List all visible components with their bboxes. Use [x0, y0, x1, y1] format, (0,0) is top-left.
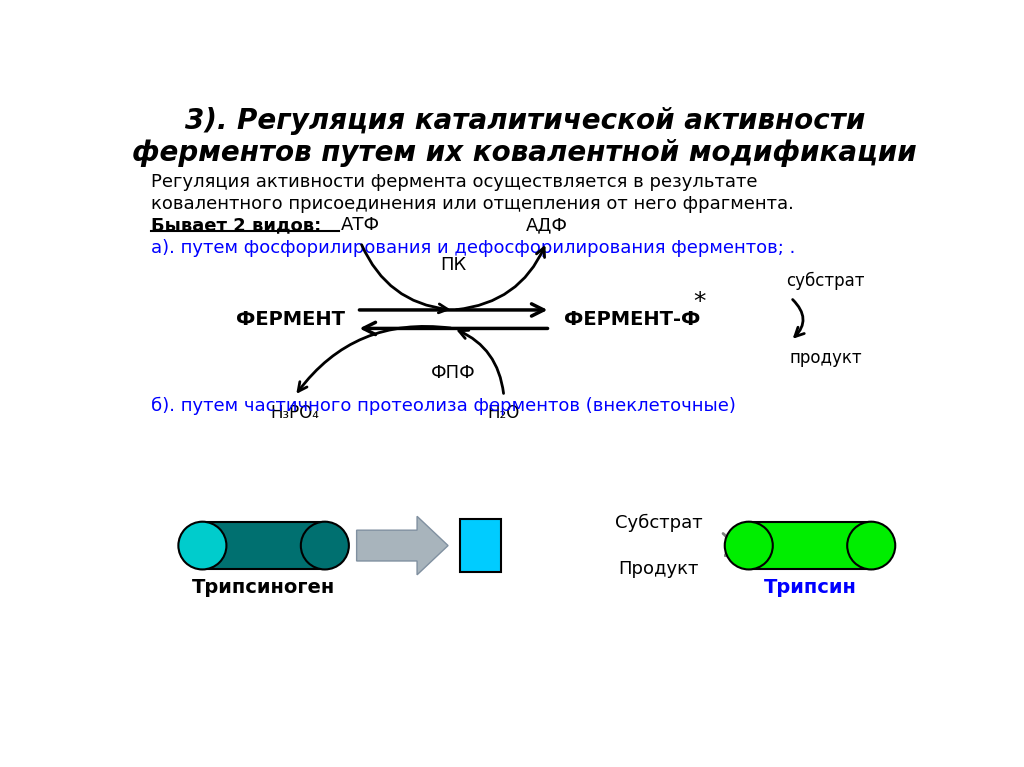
Text: а). путем фосфорилирования и дефосфорилирования ферментов; .: а). путем фосфорилирования и дефосфорили… [152, 239, 796, 257]
Text: Трипсиноген: Трипсиноген [193, 578, 335, 597]
Text: Трипсин: Трипсин [764, 578, 856, 597]
Text: АТФ: АТФ [341, 216, 380, 235]
FancyBboxPatch shape [461, 519, 501, 571]
FancyBboxPatch shape [749, 522, 871, 569]
Ellipse shape [847, 522, 895, 569]
Text: АДФ: АДФ [525, 216, 567, 235]
Text: ПК: ПК [440, 256, 467, 275]
Text: Продукт: Продукт [618, 560, 699, 578]
Text: продукт: продукт [790, 349, 862, 367]
Text: *: * [694, 290, 707, 314]
Text: субстрат: субстрат [786, 272, 864, 290]
Text: Регуляция активности фермента осуществляется в результате: Регуляция активности фермента осуществля… [152, 173, 758, 191]
FancyBboxPatch shape [203, 522, 325, 569]
Text: H₃PO₄: H₃PO₄ [270, 404, 319, 422]
Text: ФПФ: ФПФ [431, 364, 476, 382]
Text: Бывает 2 видов:: Бывает 2 видов: [152, 216, 322, 234]
Text: H₂O: H₂O [487, 404, 520, 422]
Text: ФЕРМЕНТ: ФЕРМЕНТ [237, 310, 345, 329]
Text: ФЕРМЕНТ-Ф: ФЕРМЕНТ-Ф [563, 310, 700, 329]
Text: б). путем частичного протеолиза ферментов (внеклеточные): б). путем частичного протеолиза ферменто… [152, 397, 736, 414]
Ellipse shape [301, 522, 349, 569]
Text: Субстрат: Субстрат [615, 513, 702, 532]
Text: ковалентного присоединения или отщепления от него фрагмента.: ковалентного присоединения или отщеплени… [152, 195, 795, 212]
Text: ферментов путем их ковалентной модификации: ферментов путем их ковалентной модификац… [132, 139, 918, 167]
Text: 3). Регуляция каталитической активности: 3). Регуляция каталитической активности [184, 107, 865, 134]
Polygon shape [356, 516, 449, 574]
Ellipse shape [178, 522, 226, 569]
Ellipse shape [725, 522, 773, 569]
